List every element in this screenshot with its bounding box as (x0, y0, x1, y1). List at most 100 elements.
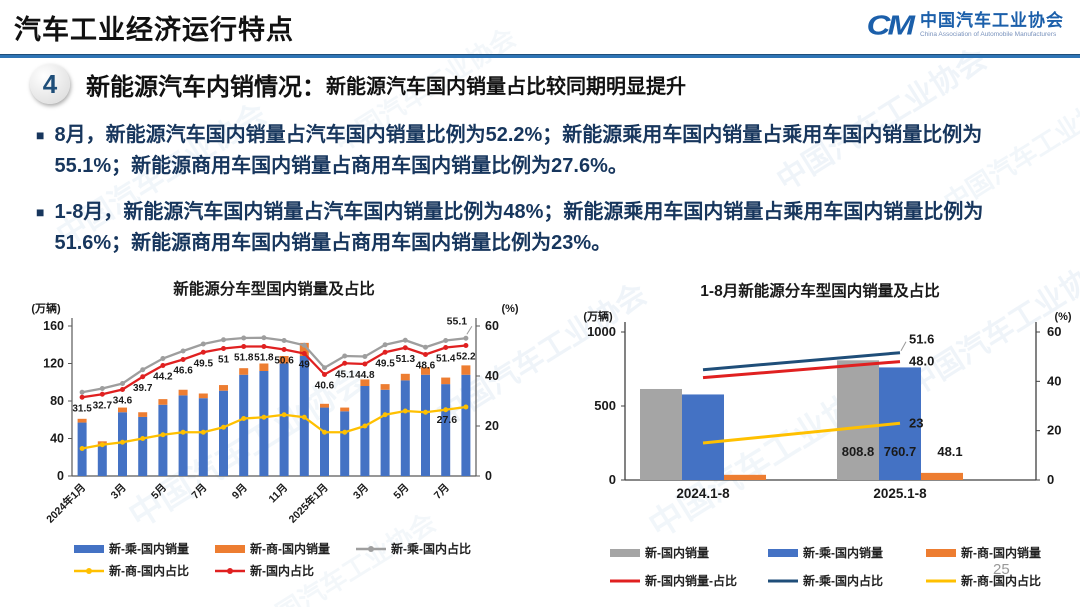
section-number-badge: 4 (30, 64, 70, 104)
legend-item: 新-乘-国内销量 (74, 540, 189, 557)
legend-label: 新-乘-国内销量 (109, 542, 189, 556)
caam-logo: CM 中国汽车工业协会 China Association of Automob… (867, 6, 1064, 44)
svg-text:2025.1-8: 2025.1-8 (873, 486, 927, 501)
svg-text:48.1: 48.1 (937, 444, 962, 459)
svg-text:27.6: 27.6 (437, 414, 458, 426)
svg-text:(万辆): (万辆) (31, 301, 61, 315)
legend-label: 新-乘-国内销量 (803, 546, 883, 560)
svg-text:7月: 7月 (432, 482, 452, 502)
legend-label: 新-国内占比 (250, 564, 314, 578)
svg-text:(万辆): (万辆) (583, 309, 613, 323)
logo-name: 中国汽车工业协会 (920, 11, 1064, 31)
legend-bar-swatch-icon (74, 544, 104, 553)
legend-item: 新-国内销量-占比 (610, 572, 768, 589)
svg-text:7月: 7月 (189, 482, 209, 502)
section-title: 新能源汽车内销情况： (86, 73, 326, 101)
right-chart: 1-8月新能源分车型国内销量及占比 (万辆) (%) 0 500 1000 0 20 40 60 8… (558, 280, 1080, 589)
header: 汽车工业经济运行特点 CM 中国汽车工业协会 China Association… (0, 0, 1080, 54)
left-chart-legend: 新-乘-国内销量 新-商-国内销量 新-乘-国内占比新-商-国内占比 新-国内占比 (74, 540, 526, 579)
legend-label: 新-商-国内占比 (109, 564, 189, 578)
svg-text:80: 80 (50, 394, 64, 408)
svg-text:(%): (%) (1054, 311, 1071, 323)
svg-text:新能源分车型国内销量及占比: 新能源分车型国内销量及占比 (173, 280, 375, 298)
svg-text:2024.1-8: 2024.1-8 (676, 486, 730, 501)
left-chart: 新能源分车型国内销量及占比 (万辆) (%) 0 40 80 120 160 0 20 40 60 20… (16, 280, 532, 579)
svg-text:50.6: 50.6 (274, 356, 294, 367)
legend-bar-swatch-icon (926, 548, 956, 557)
legend-line-swatch-icon (768, 579, 798, 582)
svg-text:49: 49 (299, 360, 311, 371)
legend-item: 新-商-国内占比 (74, 562, 189, 579)
svg-text:1000: 1000 (587, 324, 616, 339)
legend-line-swatch-icon (74, 567, 104, 574)
legend-item: 新-商-国内销量 (215, 540, 330, 557)
svg-text:40: 40 (50, 432, 64, 446)
page-title: 汽车工业经济运行特点 (14, 15, 294, 45)
bullet-text: 1-8月，新能源汽车国内销量占汽车国内销量比例为48%；新能源乘用车国内销量占乘… (54, 201, 984, 254)
legend-item: 新-乘-国内占比 (356, 540, 471, 557)
legend-label: 新-商-国内销量 (250, 542, 330, 556)
svg-text:2024年1月: 2024年1月 (44, 481, 89, 526)
svg-text:39.7: 39.7 (133, 383, 153, 394)
section-heading: 4 新能源汽车内销情况： 新能源汽车国内销量占比较同期明显提升 (30, 64, 686, 104)
svg-text:48.0: 48.0 (909, 354, 934, 369)
legend-item: 新-乘-国内销量 (768, 544, 926, 561)
right-chart-svg: 1-8月新能源分车型国内销量及占比 (万辆) (%) 0 500 1000 0 20 40 60 8… (583, 281, 1072, 501)
svg-text:31.5: 31.5 (72, 403, 92, 414)
bullet-marker-icon: ■ (36, 204, 45, 220)
svg-text:51.6: 51.6 (909, 332, 934, 347)
svg-text:9月: 9月 (230, 482, 250, 502)
bullet-list: ■ 8月，新能源汽车国内销量占汽车国内销量比例为52.2%；新能源乘用车国内销量… (36, 120, 1048, 274)
svg-text:0: 0 (57, 469, 64, 483)
svg-text:32.7: 32.7 (93, 400, 113, 411)
bullet-text: 8月，新能源汽车国内销量占汽车国内销量比例为52.2%；新能源乘用车国内销量占乘… (54, 124, 983, 177)
bullet-item: ■ 1-8月，新能源汽车国内销量占汽车国内销量比例为48%；新能源乘用车国内销量… (36, 197, 1048, 259)
svg-text:0: 0 (609, 472, 616, 487)
legend-bar-swatch-icon (610, 548, 640, 557)
svg-text:46.6: 46.6 (173, 366, 193, 377)
section-subtitle: 新能源汽车国内销量占比较同期明显提升 (326, 75, 686, 98)
right-chart-legend: 新-国内销量 新-乘-国内销量 新-商-国内销量 新-国内销量-占比 新-乘-国内占比 新… (610, 544, 1080, 589)
legend-label: 新-商-国内销量 (961, 546, 1041, 560)
svg-text:44.2: 44.2 (153, 372, 173, 383)
svg-text:51.8: 51.8 (234, 353, 254, 364)
svg-text:49.5: 49.5 (194, 358, 214, 369)
svg-text:60: 60 (1047, 324, 1061, 339)
legend-bar-swatch-icon (215, 544, 245, 553)
svg-text:40.6: 40.6 (315, 381, 335, 392)
bullet-marker-icon: ■ (36, 127, 45, 143)
left-chart-svg: 新能源分车型国内销量及占比 (万辆) (%) 0 40 80 120 160 0 20 40 60 20… (31, 280, 519, 526)
legend-line-swatch-icon (926, 579, 956, 582)
legend-line-swatch-icon (610, 579, 640, 582)
svg-text:60: 60 (485, 319, 499, 333)
legend-item: 新-国内销量 (610, 544, 768, 561)
svg-text:40: 40 (485, 369, 499, 383)
svg-text:20: 20 (1047, 423, 1061, 438)
svg-text:1-8月新能源分车型国内销量及占比: 1-8月新能源分车型国内销量及占比 (700, 281, 939, 300)
svg-text:760.7: 760.7 (884, 444, 917, 459)
svg-text:3月: 3月 (351, 482, 371, 502)
caam-logo-icon: CM (866, 8, 915, 41)
svg-text:51.3: 51.3 (396, 354, 416, 365)
legend-label: 新-国内销量 (645, 546, 709, 560)
svg-text:49.5: 49.5 (375, 358, 395, 369)
svg-text:160: 160 (43, 319, 64, 333)
header-divider (0, 54, 1080, 58)
svg-text:11月: 11月 (266, 482, 290, 506)
legend-item: 新-商-国内占比 (926, 572, 1066, 589)
legend-line-swatch-icon (215, 567, 245, 574)
svg-text:48.6: 48.6 (416, 361, 436, 372)
svg-text:0: 0 (485, 469, 492, 483)
legend-bar-swatch-icon (768, 548, 798, 557)
svg-text:40: 40 (1047, 373, 1061, 388)
svg-text:5月: 5月 (391, 482, 411, 502)
svg-text:808.8: 808.8 (842, 444, 875, 459)
svg-text:120: 120 (43, 357, 64, 371)
legend-label: 新-商-国内占比 (961, 574, 1041, 588)
bullet-item: ■ 8月，新能源汽车国内销量占汽车国内销量比例为52.2%；新能源乘用车国内销量… (36, 120, 1048, 182)
svg-text:0: 0 (1047, 472, 1054, 487)
svg-text:51: 51 (218, 355, 230, 366)
svg-text:51.4: 51.4 (436, 354, 456, 365)
svg-text:55.1: 55.1 (447, 315, 468, 327)
svg-text:3月: 3月 (109, 482, 129, 502)
